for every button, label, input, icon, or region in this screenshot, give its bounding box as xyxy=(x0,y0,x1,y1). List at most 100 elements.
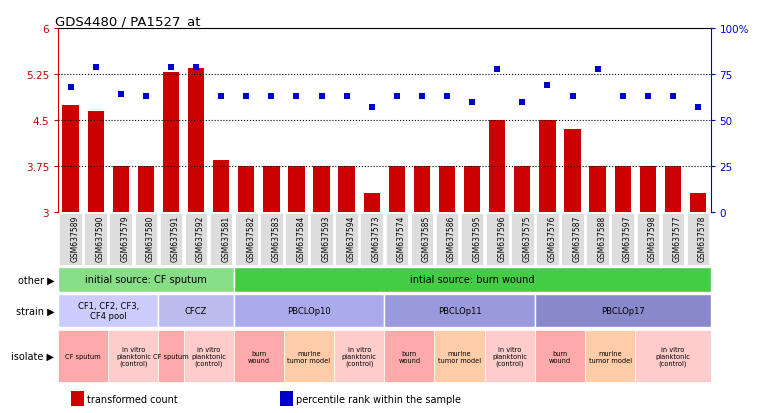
Text: in vitro
planktonic
(control): in vitro planktonic (control) xyxy=(116,346,151,366)
Bar xyxy=(238,167,255,213)
Text: isolate ▶: isolate ▶ xyxy=(11,351,54,361)
FancyBboxPatch shape xyxy=(335,214,358,265)
Text: in vitro
planktonic
(control): in vitro planktonic (control) xyxy=(191,346,226,366)
FancyBboxPatch shape xyxy=(108,330,159,382)
Text: PBCLOp17: PBCLOp17 xyxy=(601,306,645,315)
FancyBboxPatch shape xyxy=(159,330,183,382)
Bar xyxy=(288,167,305,213)
Text: murine
tumor model: murine tumor model xyxy=(588,350,632,363)
FancyBboxPatch shape xyxy=(334,330,385,382)
Text: percentile rank within the sample: percentile rank within the sample xyxy=(296,394,461,404)
Text: GSM637574: GSM637574 xyxy=(397,215,406,261)
Bar xyxy=(665,167,681,213)
Bar xyxy=(389,167,405,213)
FancyBboxPatch shape xyxy=(284,330,334,382)
FancyBboxPatch shape xyxy=(210,214,232,265)
Text: GDS4480 / PA1527_at: GDS4480 / PA1527_at xyxy=(55,15,200,28)
Bar xyxy=(263,167,279,213)
FancyBboxPatch shape xyxy=(385,214,408,265)
Text: GSM637593: GSM637593 xyxy=(321,215,330,261)
Text: GSM637577: GSM637577 xyxy=(673,215,682,261)
Text: GSM637575: GSM637575 xyxy=(522,215,531,261)
Text: GSM637589: GSM637589 xyxy=(70,215,80,261)
FancyBboxPatch shape xyxy=(234,268,711,292)
FancyBboxPatch shape xyxy=(135,214,157,265)
Text: GSM637587: GSM637587 xyxy=(573,215,581,261)
FancyBboxPatch shape xyxy=(285,214,308,265)
FancyBboxPatch shape xyxy=(260,214,283,265)
FancyBboxPatch shape xyxy=(585,330,635,382)
Text: GSM637586: GSM637586 xyxy=(447,215,456,261)
Text: GSM637595: GSM637595 xyxy=(472,215,481,261)
FancyBboxPatch shape xyxy=(536,214,559,265)
Text: GSM637590: GSM637590 xyxy=(96,215,104,261)
Text: in vitro
planktonic
(control): in vitro planktonic (control) xyxy=(492,346,527,366)
Bar xyxy=(138,167,154,213)
FancyBboxPatch shape xyxy=(310,214,333,265)
FancyBboxPatch shape xyxy=(486,214,509,265)
FancyBboxPatch shape xyxy=(234,294,385,327)
Text: initial source: CF sputum: initial source: CF sputum xyxy=(85,275,207,285)
Text: strain ▶: strain ▶ xyxy=(15,306,54,316)
Bar xyxy=(213,161,229,213)
Bar xyxy=(87,112,104,213)
Text: PBCLOp10: PBCLOp10 xyxy=(287,306,330,315)
Text: murine
tumor model: murine tumor model xyxy=(287,350,330,363)
FancyBboxPatch shape xyxy=(183,330,234,382)
FancyBboxPatch shape xyxy=(411,214,433,265)
FancyBboxPatch shape xyxy=(58,294,159,327)
Text: GSM637573: GSM637573 xyxy=(372,215,381,261)
Bar xyxy=(313,167,330,213)
Bar xyxy=(163,73,179,213)
Text: CF sputum: CF sputum xyxy=(153,353,189,359)
Text: transformed count: transformed count xyxy=(87,394,178,404)
Text: GSM637588: GSM637588 xyxy=(598,215,607,261)
FancyBboxPatch shape xyxy=(485,330,535,382)
Text: GSM637594: GSM637594 xyxy=(347,215,355,261)
Text: CF1, CF2, CF3,
CF4 pool: CF1, CF2, CF3, CF4 pool xyxy=(77,301,139,320)
Text: in vitro
planktonic
(control): in vitro planktonic (control) xyxy=(342,346,377,366)
Bar xyxy=(514,167,530,213)
Bar xyxy=(489,121,505,213)
Text: GSM637598: GSM637598 xyxy=(648,215,657,261)
FancyBboxPatch shape xyxy=(185,214,207,265)
FancyBboxPatch shape xyxy=(60,214,82,265)
Text: GSM637592: GSM637592 xyxy=(196,215,205,261)
Bar xyxy=(690,193,706,213)
Text: CFCZ: CFCZ xyxy=(185,306,207,315)
Bar xyxy=(615,167,631,213)
Bar xyxy=(439,167,455,213)
FancyBboxPatch shape xyxy=(511,214,533,265)
Text: GSM637596: GSM637596 xyxy=(497,215,506,261)
Text: GSM637584: GSM637584 xyxy=(296,215,306,261)
Text: GSM637582: GSM637582 xyxy=(246,215,255,261)
Bar xyxy=(71,392,84,406)
FancyBboxPatch shape xyxy=(436,214,458,265)
FancyBboxPatch shape xyxy=(662,214,684,265)
FancyBboxPatch shape xyxy=(635,330,711,382)
Bar xyxy=(464,167,481,213)
Text: GSM637576: GSM637576 xyxy=(547,215,557,261)
Bar xyxy=(113,167,129,213)
FancyBboxPatch shape xyxy=(234,330,284,382)
FancyBboxPatch shape xyxy=(84,214,107,265)
FancyBboxPatch shape xyxy=(561,214,584,265)
FancyBboxPatch shape xyxy=(385,330,434,382)
Text: burn
wound: burn wound xyxy=(248,350,270,363)
Text: GSM637578: GSM637578 xyxy=(698,215,707,261)
Text: in vitro
planktonic
(control): in vitro planktonic (control) xyxy=(656,346,690,366)
FancyBboxPatch shape xyxy=(109,214,132,265)
Bar xyxy=(639,167,656,213)
FancyBboxPatch shape xyxy=(58,268,234,292)
FancyBboxPatch shape xyxy=(636,214,659,265)
Bar xyxy=(280,392,293,406)
Text: other ▶: other ▶ xyxy=(18,275,54,285)
FancyBboxPatch shape xyxy=(159,214,182,265)
Bar xyxy=(564,130,580,213)
Text: intial source: burn wound: intial source: burn wound xyxy=(410,275,534,285)
Bar xyxy=(364,193,380,213)
Text: burn
wound: burn wound xyxy=(399,350,420,363)
Bar xyxy=(539,121,556,213)
FancyBboxPatch shape xyxy=(461,214,484,265)
FancyBboxPatch shape xyxy=(58,330,108,382)
